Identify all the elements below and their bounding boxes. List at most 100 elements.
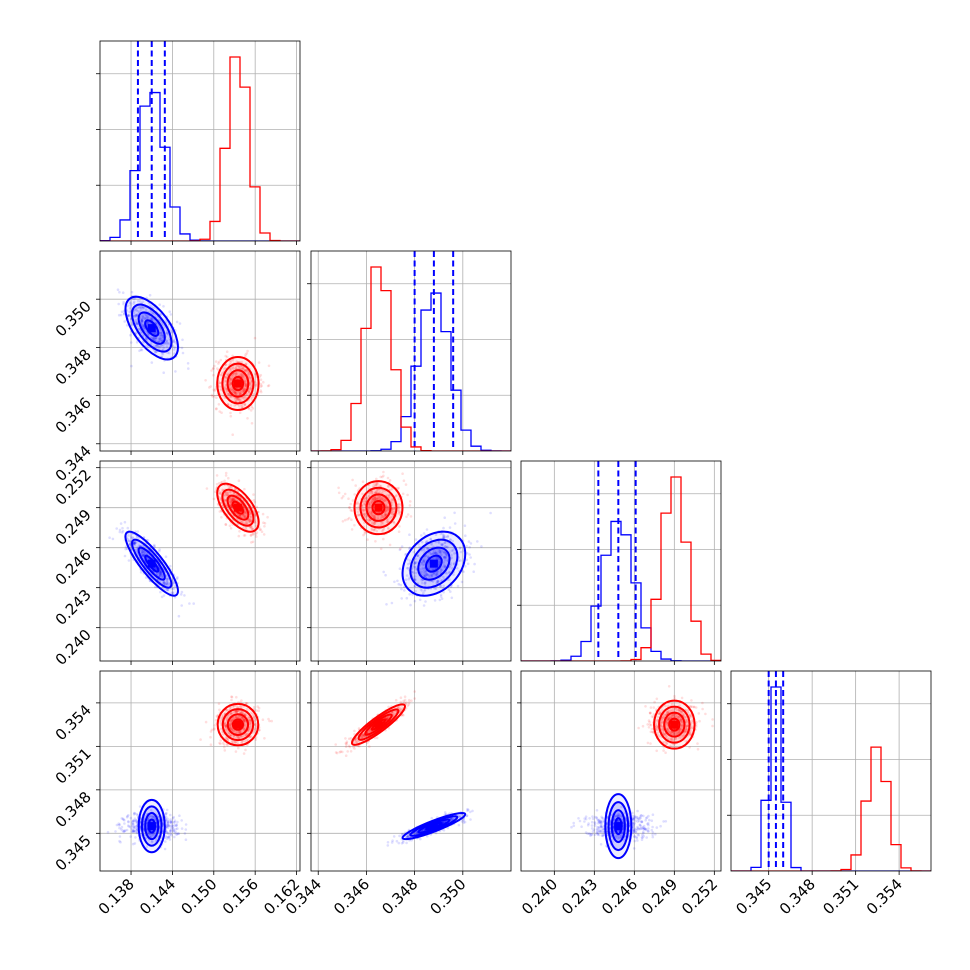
contour-1: [401, 812, 467, 841]
scatter-point: [175, 823, 179, 826]
scatter-point: [166, 822, 169, 825]
scatter-point: [231, 365, 234, 369]
scatter-point: [432, 551, 435, 555]
scatter-point: [421, 566, 425, 570]
scatter-point: [215, 396, 218, 400]
scatter-point: [250, 517, 253, 520]
scatter-point: [247, 390, 251, 394]
scatter-point: [238, 392, 242, 396]
scatter-point: [375, 484, 378, 487]
scatter-point: [444, 555, 447, 559]
scatter-point: [152, 318, 155, 322]
scatter-point: [440, 548, 444, 552]
scatter-point: [131, 536, 135, 539]
scatter-point: [255, 505, 259, 509]
scatter-point: [229, 404, 233, 407]
scatter-point: [218, 385, 221, 388]
scatter-point: [373, 498, 377, 502]
scatter-point: [243, 403, 246, 407]
scatter-point: [453, 522, 457, 525]
scatter-point: [369, 503, 372, 507]
scatter-point: [371, 492, 374, 496]
scatter-point: [355, 502, 359, 506]
scatter-point: [215, 407, 218, 411]
density-peak-1: [147, 822, 156, 831]
scatter-point: [243, 728, 246, 731]
scatter-point: [440, 597, 444, 600]
scatter-point: [372, 516, 376, 520]
scatter-point: [233, 716, 236, 720]
scatter-point: [119, 313, 123, 317]
scatter-point: [254, 723, 257, 726]
scatter-point: [159, 570, 163, 574]
scatter-point: [223, 722, 227, 726]
scatter-point: [166, 820, 170, 824]
scatter-point: [437, 562, 441, 566]
scatter-point: [247, 520, 251, 524]
scatter-point: [135, 322, 138, 325]
scatter-point: [131, 828, 135, 832]
contour-1: [124, 530, 179, 597]
scatter-point: [192, 602, 195, 605]
scatter-point: [233, 740, 237, 744]
scatter-point: [229, 727, 232, 730]
scatter-point: [239, 704, 242, 708]
scatter-point: [363, 497, 366, 501]
scatter-point: [422, 568, 425, 571]
scatter-point: [119, 840, 122, 844]
scatter-point: [174, 341, 177, 344]
scatter-point: [242, 367, 245, 371]
scatter-point: [397, 486, 400, 490]
scatter-point: [254, 384, 258, 387]
scatter-point: [243, 388, 246, 392]
scatter-point: [227, 392, 230, 396]
scatter-point: [402, 839, 405, 843]
scatter-point: [432, 552, 435, 555]
scatter-point: [231, 705, 234, 708]
scatter-point: [448, 565, 451, 569]
scatter-point: [245, 368, 248, 372]
scatter-point: [450, 556, 454, 560]
scatter-point: [224, 503, 228, 507]
scatter-point: [378, 495, 382, 499]
scatter-point: [238, 530, 241, 533]
scatter-point: [253, 372, 257, 376]
scatter-point: [442, 563, 446, 567]
scatter-point: [438, 598, 442, 602]
scatter-point: [147, 333, 150, 336]
scatter-point: [405, 841, 408, 845]
scatter-point: [250, 386, 253, 389]
scatter-point: [392, 520, 396, 524]
scatter-point: [245, 733, 249, 736]
scatter-point: [242, 389, 246, 392]
scatter-point: [422, 828, 425, 832]
scatter-point: [406, 566, 409, 570]
scatter-point: [218, 510, 222, 513]
scatter-point: [161, 337, 164, 340]
scatter-point: [448, 578, 451, 581]
scatter-point: [235, 360, 238, 363]
scatter-point: [242, 718, 246, 722]
scatter-point: [224, 376, 227, 379]
scatter-point: [373, 498, 377, 501]
scatter-point: [220, 411, 223, 415]
scatter-point: [400, 597, 404, 600]
scatter-point: [126, 526, 130, 530]
scatter-point: [442, 534, 446, 537]
scatter-point: [214, 490, 217, 494]
scatter-point: [132, 825, 135, 829]
scatter-point: [412, 550, 416, 554]
scatter-point: [381, 528, 385, 531]
scatter-point: [435, 571, 438, 574]
scatter-point: [384, 514, 387, 517]
scatter-point: [363, 532, 367, 535]
scatter-point: [438, 551, 442, 554]
scatter-point: [438, 541, 441, 545]
scatter-point: [166, 577, 170, 581]
scatter-point: [447, 588, 451, 591]
scatter-point: [229, 378, 233, 382]
scatter-point: [350, 528, 354, 531]
y-tick-label: 0.249: [52, 506, 95, 549]
scatter-point: [267, 364, 271, 368]
panel-0-0: [96, 40, 301, 245]
